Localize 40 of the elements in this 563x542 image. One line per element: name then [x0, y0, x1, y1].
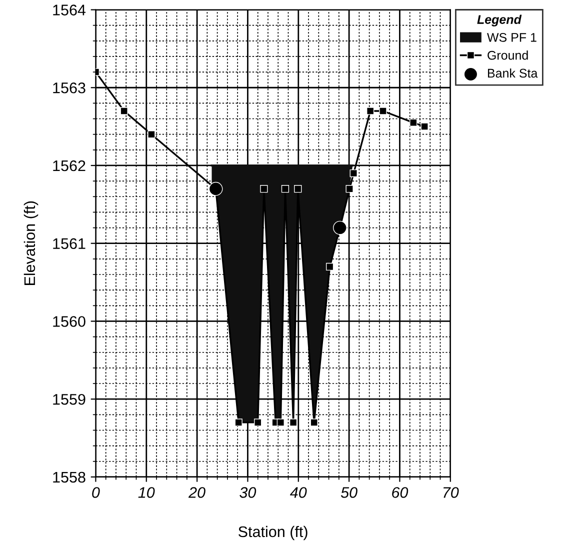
point: [120, 107, 128, 115]
x-tick-label: 40: [290, 487, 307, 498]
legend-label: Bank Sta: [488, 68, 538, 78]
point: [234, 418, 242, 426]
point: [281, 185, 290, 193]
y-axis-title: Elevation (ft): [24, 201, 38, 285]
x-axis-title: Station (ft): [238, 526, 308, 540]
x-tick-label: 20: [188, 487, 206, 498]
x-tick-label: 70: [443, 487, 459, 498]
y-tick-label: 1561: [53, 238, 86, 250]
point: [333, 220, 347, 235]
point: [254, 418, 262, 426]
point: [148, 130, 156, 138]
point: [294, 185, 302, 193]
x-tick-label: 60: [392, 487, 408, 498]
point: [350, 169, 358, 178]
point: [379, 107, 387, 115]
legend-title: Legend: [477, 14, 522, 26]
point: [420, 122, 428, 130]
y-tick-label: 1559: [53, 394, 86, 405]
y-tick-label: 1564: [53, 4, 86, 16]
x-tick-label: 50: [340, 487, 358, 498]
y-tick-label: 1563: [53, 82, 86, 94]
point: [410, 118, 418, 126]
x-tick-label: 10: [138, 487, 155, 498]
point: [310, 418, 318, 426]
legend-label: Ground: [488, 50, 528, 60]
legend-label: WS PF 1: [487, 32, 536, 42]
point: [346, 185, 354, 193]
x-tick-label: 0: [92, 487, 100, 498]
y-tick-label: 1560: [53, 316, 86, 327]
x-tick-label: 30: [240, 487, 256, 498]
point: [290, 418, 298, 426]
y-tick-label: 1562: [53, 160, 86, 172]
y-tick-label: 1558: [53, 472, 86, 483]
point: [326, 262, 334, 271]
point: [260, 185, 268, 193]
point: [276, 418, 284, 426]
point: [208, 182, 223, 196]
point: [366, 107, 374, 115]
